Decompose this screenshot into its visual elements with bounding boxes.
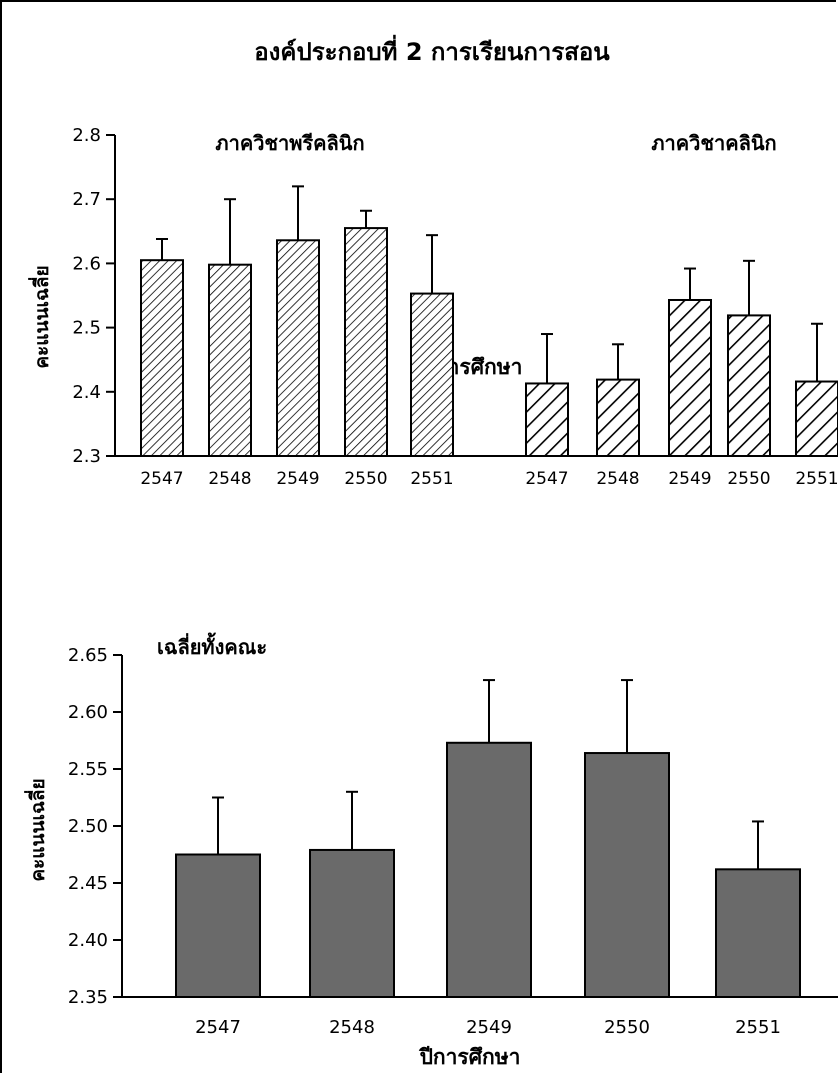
top-g0-bar — [410, 292, 454, 457]
top-x-tick-label: 2549 — [668, 469, 711, 489]
top-x-tick-label: 2550 — [344, 469, 387, 489]
top-g0-bar — [276, 239, 320, 457]
top-y-tick-label: 2.6 — [72, 253, 101, 274]
top-g0-bar — [140, 259, 184, 457]
bottom-x-tick-label: 2548 — [329, 1017, 375, 1038]
top-x-tick-label: 2547 — [525, 469, 568, 489]
top-g1-bar — [596, 378, 640, 457]
bottom-bar — [309, 848, 395, 998]
bottom-bar — [446, 741, 532, 999]
bottom-y-tick-label: 2.50 — [68, 816, 108, 837]
top-x-tick-label: 2550 — [727, 469, 770, 489]
bottom-bar — [175, 853, 261, 998]
top-y-tick-label: 2.5 — [72, 318, 101, 339]
group-label-clinical: ภาควิชาคลินิก — [651, 131, 776, 155]
top-x-tick-label: 2551 — [410, 469, 453, 489]
top-x-tick-label: 2549 — [276, 469, 319, 489]
bottom-x-tick-label: 2551 — [735, 1017, 781, 1038]
bottom-y-tick-label: 2.45 — [68, 873, 108, 894]
top-y-tick-label: 2.7 — [72, 189, 101, 210]
bottom-y-tick-label: 2.60 — [68, 702, 108, 723]
bottom-y-tick-label: 2.40 — [68, 930, 108, 951]
top-y-tick-label: 2.4 — [72, 382, 101, 403]
figure-title: องค์ประกอบที่ 2 การเรียนการสอน — [254, 34, 610, 66]
bottom-x-tick-label: 2547 — [195, 1017, 241, 1038]
bottom-x-tick-label: 2549 — [466, 1017, 512, 1038]
top-y-tick-label: 2.8 — [72, 125, 101, 146]
top-g0-bar — [208, 263, 252, 457]
bottom-x-tick-label: 2550 — [604, 1017, 650, 1038]
bottom-x-axis-label: ปีการศึกษา — [418, 1045, 521, 1069]
top-g1-bar — [525, 382, 569, 458]
bottom-y-tick-label: 2.55 — [68, 759, 108, 780]
bottom-y-tick-label: 2.65 — [68, 645, 108, 666]
top-x-tick-label: 2547 — [140, 469, 183, 489]
bottom-chart: 2.35 2.40 2.45 2.50 2.55 2.60 2.65 2547 2548 2549… — [68, 645, 838, 1038]
top-g1-bar — [795, 380, 838, 458]
top-g1-bar — [727, 314, 771, 458]
bottom-bar — [584, 752, 670, 998]
bottom-y-tick-label: 2.35 — [68, 987, 108, 1008]
top-g1-bar — [668, 298, 712, 457]
top-y-tick-label: 2.3 — [72, 446, 101, 467]
top-x-tick-label: 2548 — [596, 469, 639, 489]
bottom-bar — [715, 868, 801, 999]
top-y-axis-label: คะแนนเฉลี่ย — [28, 265, 53, 368]
top-x-tick-label: 2551 — [795, 469, 838, 489]
top-x-tick-label: 2548 — [208, 469, 251, 489]
bottom-y-axis-label: คะแนนเฉลี่ย — [24, 778, 49, 881]
bottom-chart-title: เฉลี่ยทั้งคณะ — [157, 632, 267, 659]
top-g0-bar — [344, 227, 388, 457]
group-label-preclinical: ภาควิชาพรีคลินิก — [215, 131, 364, 155]
top-chart: 2.3 2.4 2.5 2.6 2.7 2.8 2547 2548 2549 2550 2551 25… — [72, 125, 838, 489]
